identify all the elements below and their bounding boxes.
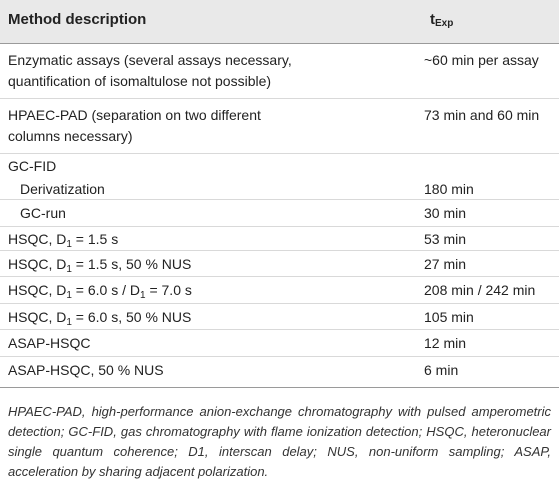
row-description: ASAP-HSQC, 50 % NUS [8, 362, 164, 378]
row-description-sub: 1 [66, 264, 72, 275]
row-description-text: HSQC, D [8, 309, 67, 325]
row-description-sub: 1 [66, 290, 72, 301]
row-time: 180 min [424, 181, 474, 197]
row-description-sub: 1 [140, 290, 146, 301]
table-row: ASAP-HSQC, 50 % NUS 6 min [0, 357, 559, 388]
row-time: 105 min [424, 309, 474, 325]
header-method-description: Method description [8, 11, 147, 28]
table-row: HSQC, D1 = 6.0 s / D1 = 7.0 s 208 min / … [0, 277, 559, 304]
row-time: 6 min [424, 362, 459, 378]
row-description-text: = 7.0 s [145, 282, 192, 298]
table-row: HSQC, D1 = 6.0 s, 50 % NUS 105 min [0, 304, 559, 330]
table-row: GC-FID [0, 154, 559, 176]
table-row: HPAEC-PAD (separation on two different c… [0, 99, 559, 154]
row-time: 208 min / 242 min [424, 282, 536, 298]
row-description: GC-FID [8, 158, 57, 174]
header-texp-sub: Exp [435, 18, 454, 29]
row-description: HSQC, D1 = 6.0 s, 50 % NUS [8, 307, 191, 330]
table-row: Enzymatic assays (several assays necessa… [0, 44, 559, 99]
row-description-text: = 1.5 s, 50 % NUS [71, 256, 192, 272]
table-row: GC-run 30 min [0, 200, 559, 227]
row-description: Derivatization [20, 181, 105, 197]
row-description: HSQC, D1 = 1.5 s [8, 229, 118, 252]
row-description-text: HSQC, D [8, 231, 67, 247]
row-description: HSQC, D1 = 1.5 s, 50 % NUS [8, 254, 191, 277]
row-description-text: = 1.5 s [71, 231, 119, 247]
header-texp-main: t [430, 11, 435, 28]
table-row: HSQC, D1 = 1.5 s, 50 % NUS 27 min [0, 251, 559, 277]
table-row: HSQC, D1 = 1.5 s 53 min [0, 227, 559, 251]
row-time: ~60 min per assay [424, 52, 539, 68]
row-description-text: = 6.0 s, 50 % NUS [71, 309, 192, 325]
row-time: 30 min [424, 205, 467, 221]
row-time: 53 min [424, 231, 467, 247]
row-description-line: columns necessary) [8, 128, 133, 144]
row-description-text: HSQC, D [8, 282, 67, 298]
row-time: 12 min [424, 335, 467, 351]
row-description: HSQC, D1 = 6.0 s / D1 = 7.0 s [8, 280, 192, 303]
table-footnote: HPAEC-PAD, high-performance anion-exchan… [8, 404, 551, 479]
table-header: Method description tExp [0, 0, 559, 44]
row-description: ASAP-HSQC [8, 335, 91, 351]
row-description-line: HPAEC-PAD (separation on two different [8, 107, 261, 123]
row-description: GC-run [20, 205, 66, 221]
row-description: Enzymatic assays (several assays necessa… [8, 50, 292, 92]
row-description-line: quantification of isomaltulose not possi… [8, 73, 272, 89]
header-texp: tExp [430, 11, 454, 29]
table-row: ASAP-HSQC 12 min [0, 330, 559, 357]
row-time: 73 min and 60 min [424, 107, 540, 123]
table-row: Derivatization 180 min [0, 176, 559, 200]
row-description-sub: 1 [66, 239, 72, 250]
row-description-sub: 1 [66, 317, 72, 328]
row-description: HPAEC-PAD (separation on two different c… [8, 105, 261, 147]
row-description-text: = 6.0 s / D [71, 282, 140, 298]
row-time: 27 min [424, 256, 467, 272]
row-description-text: HSQC, D [8, 256, 67, 272]
row-description-line: Enzymatic assays (several assays necessa… [8, 52, 292, 68]
